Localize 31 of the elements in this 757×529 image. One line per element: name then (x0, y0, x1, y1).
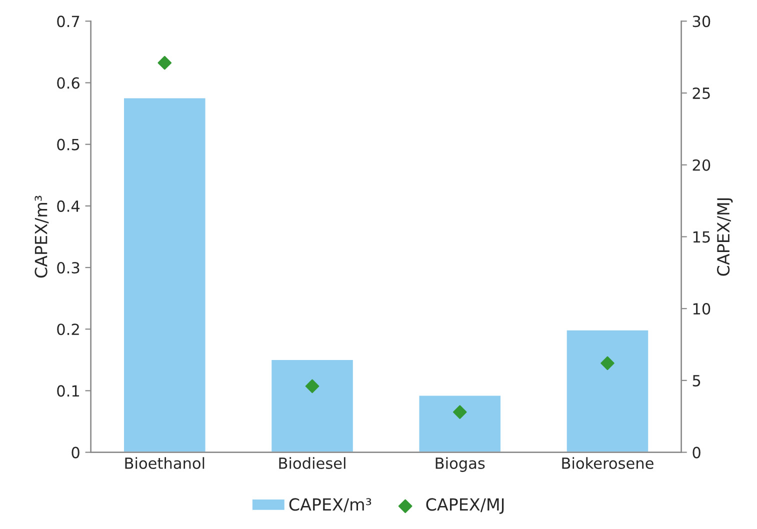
y-tick-label: 0.7 (57, 16, 80, 28)
y2-tick-label: 20 (692, 159, 710, 171)
y-tick-label: 0.6 (57, 77, 80, 89)
y2-tick-label: 15 (693, 231, 710, 243)
bar (418, 394, 502, 452)
y2-tick-label: 5 (692, 375, 700, 386)
y2-tick-label: 10 (693, 303, 710, 315)
legend-label: CAPEX/MJ (426, 498, 504, 514)
y-tick-label: 0.2 (57, 324, 79, 336)
point (305, 379, 320, 394)
point (452, 405, 467, 419)
y2-tick-label: 0 (692, 446, 700, 458)
point (600, 356, 614, 370)
x-tick-label: Bioethanol (125, 457, 204, 469)
bar (270, 358, 354, 452)
y-tick-label: 0.1 (57, 385, 80, 397)
y-tick-label: 0.3 (57, 262, 80, 274)
y-tick-label: 0.5 (57, 138, 80, 150)
legend-label: CAPEX/m³ (289, 498, 372, 512)
y2-tick-label: 25 (692, 87, 710, 100)
y2-tick-label: 30 (692, 16, 710, 28)
y2-axis-title: CAPEX/MJ (717, 198, 733, 276)
x-tick-label: Biodiesel (279, 457, 346, 469)
y-tick-label: 0.4 (57, 200, 80, 212)
point (158, 56, 172, 70)
bar (565, 329, 650, 452)
x-tick-label: Biogas (436, 457, 485, 472)
y-axis-title: CAPEX/m³ (34, 196, 49, 278)
y-tick-label: 0 (72, 446, 80, 458)
bar (122, 96, 207, 452)
x-tick-label: Biokerosene (562, 457, 654, 469)
